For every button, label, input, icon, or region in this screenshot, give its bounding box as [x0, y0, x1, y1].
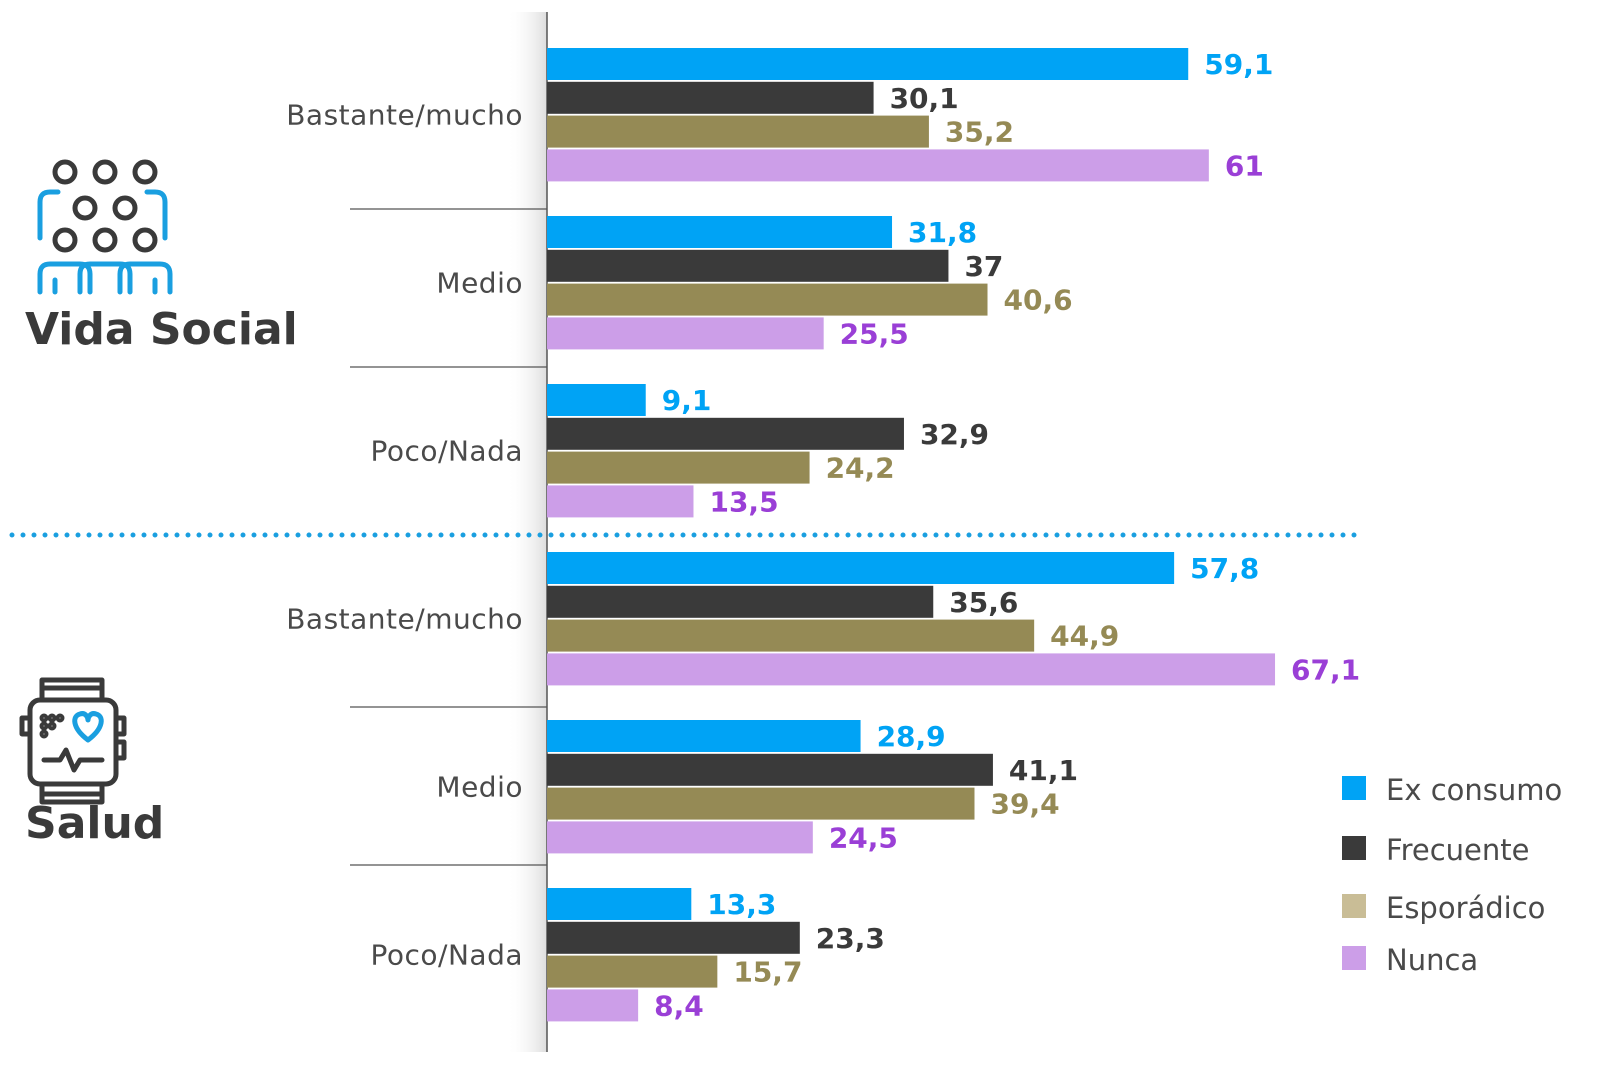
- category-label: Poco/Nada: [370, 435, 523, 468]
- legend-label: Frecuente: [1386, 833, 1529, 867]
- bar: [547, 552, 1175, 584]
- bar: [547, 317, 824, 350]
- legend-label: Ex consumo: [1386, 773, 1562, 807]
- value-label: 8,4: [654, 989, 704, 1022]
- value-label: 44,9: [1050, 620, 1119, 653]
- bar: [547, 989, 639, 1022]
- bars-layer: [547, 48, 1276, 1022]
- value-label: 35,6: [949, 586, 1018, 619]
- value-label: 40,6: [1004, 284, 1073, 317]
- category-label: Medio: [436, 267, 523, 300]
- value-label: 67,1: [1291, 653, 1360, 686]
- value-label: 57,8: [1190, 552, 1259, 585]
- value-label: 32,9: [920, 418, 989, 451]
- value-label: 28,9: [877, 720, 946, 753]
- bar: [547, 619, 1035, 652]
- bar: [547, 955, 718, 988]
- value-label: 23,3: [816, 922, 885, 955]
- value-label: 25,5: [840, 317, 909, 350]
- value-label: 13,5: [709, 485, 778, 518]
- value-label: 39,4: [990, 788, 1059, 821]
- bar: [547, 451, 810, 484]
- legend-swatch: [1342, 894, 1366, 918]
- group-title: Vida Social: [25, 304, 298, 355]
- people-group-icon: [37, 159, 173, 295]
- value-label: 59,1: [1204, 48, 1273, 81]
- legend-label: Esporádico: [1386, 891, 1545, 925]
- category-label: Poco/Nada: [370, 939, 523, 972]
- value-label: 24,5: [829, 821, 898, 854]
- value-label: 13,3: [707, 888, 776, 921]
- category-label: Medio: [436, 771, 523, 804]
- value-label: 31,8: [908, 216, 977, 249]
- legend-swatch: [1342, 946, 1366, 970]
- bar: [547, 653, 1276, 686]
- bar: [547, 821, 813, 854]
- bar: [547, 283, 988, 316]
- chart-decor: [9, 12, 1359, 1052]
- bar: [547, 115, 929, 148]
- category-label: Bastante/mucho: [286, 603, 523, 636]
- value-label: 61: [1225, 149, 1264, 182]
- bar: [547, 888, 692, 920]
- bar: [547, 753, 993, 786]
- value-label: 37: [964, 250, 1003, 283]
- legend-label: Nunca: [1386, 943, 1478, 977]
- legend-swatch: [1342, 776, 1366, 800]
- bar: [547, 485, 694, 518]
- value-label: 24,2: [826, 452, 895, 485]
- chart-icons: [19, 159, 173, 805]
- smartwatch-heart-icon: [19, 677, 127, 805]
- bar: [547, 787, 975, 820]
- labels-layer: Vida Social Bastante/mucho 59,1 30,135,2 61 M…: [25, 48, 1360, 1022]
- bar: [547, 921, 800, 954]
- legend-swatch: [1342, 836, 1366, 860]
- value-label: 30,1: [890, 82, 959, 115]
- group-title: Salud: [25, 798, 164, 849]
- axis-shadow: [507, 12, 547, 1052]
- bar: [547, 585, 934, 618]
- bar: [547, 48, 1189, 80]
- category-label: Bastante/mucho: [286, 99, 523, 132]
- value-label: 35,2: [945, 116, 1014, 149]
- value-label: 9,1: [662, 384, 712, 417]
- bar: [547, 384, 646, 416]
- bar: [547, 417, 904, 450]
- legend: Ex consumo Frecuente Esporádico Nunca: [1342, 773, 1562, 977]
- bar: [547, 249, 949, 282]
- value-label: 41,1: [1009, 754, 1078, 787]
- bar: [547, 720, 861, 752]
- bar: [547, 216, 893, 248]
- bar: [547, 81, 874, 114]
- value-label: 15,7: [733, 956, 802, 989]
- bar: [547, 149, 1209, 182]
